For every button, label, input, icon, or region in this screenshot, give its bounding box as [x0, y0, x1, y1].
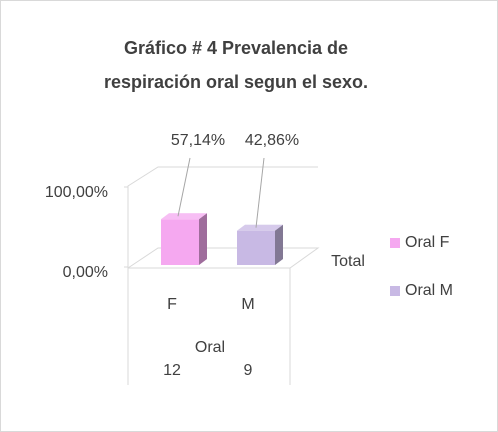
floor — [127, 247, 320, 269]
data-label: 42,86% — [245, 132, 299, 149]
leader-line — [255, 157, 265, 228]
bar-front — [161, 219, 199, 265]
leader-line — [177, 157, 191, 217]
bar-top-shade — [161, 213, 207, 220]
chart-title: Gráfico # 4 Prevalencia de — [124, 38, 348, 58]
data-label: 57,14% — [171, 132, 225, 149]
x-tick-label: F — [167, 296, 177, 313]
bar-top — [237, 224, 283, 231]
x-tick-label: M — [241, 296, 254, 313]
bar-top — [161, 213, 207, 220]
count-label: 9 — [244, 362, 253, 379]
bar-side — [199, 213, 207, 265]
y-tick-label: 0,00% — [63, 264, 108, 281]
depth-label: Total — [331, 253, 365, 270]
bar-side-shade — [275, 224, 283, 265]
bar-front — [237, 230, 275, 265]
count-label: 12 — [163, 362, 181, 379]
chart-title: respiración oral segun el sexo. — [104, 72, 368, 92]
y-tick-label: 100,00% — [45, 184, 108, 201]
legend-swatch — [390, 286, 400, 296]
legend-label: Oral M — [405, 282, 453, 299]
bar-side — [275, 224, 283, 265]
legend-swatch — [390, 238, 400, 248]
bar-top-shade — [237, 224, 283, 231]
wall — [127, 166, 318, 268]
legend-label: Oral F — [405, 234, 450, 251]
group-label: Oral — [195, 339, 225, 356]
bar-side-shade — [199, 213, 207, 265]
